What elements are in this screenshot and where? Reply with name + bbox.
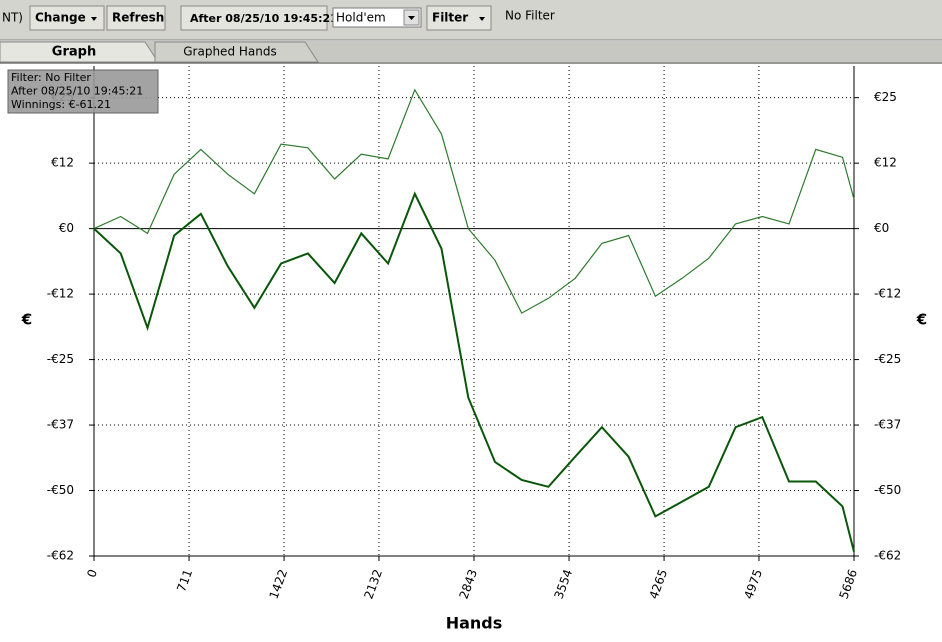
y2-tick-label: -€12 [874, 287, 901, 301]
tab-label[interactable]: Graphed Hands [183, 45, 276, 59]
x-tick-label: 0 [84, 567, 100, 579]
y-tick-label: €0 [59, 221, 74, 235]
partial-label: NT) [2, 11, 23, 25]
dropdown-arrow [91, 17, 97, 21]
series-line [93, 88, 855, 314]
tab-active[interactable] [0, 41, 159, 63]
x-tick-label: 5686 [837, 567, 861, 600]
y-tick-label: -€12 [47, 287, 74, 301]
info-line: After 08/25/10 19:45:21 [11, 85, 143, 98]
x-tick-label: 2843 [457, 567, 481, 600]
x-axis-label: Hands [446, 614, 503, 633]
refresh-label[interactable]: Refresh [112, 11, 164, 25]
y-tick-label: €12 [51, 156, 74, 170]
change-label[interactable]: Change [35, 11, 86, 25]
info-line: Filter: No Filter [11, 71, 91, 84]
game-label[interactable]: Hold'em [336, 11, 386, 25]
filter-status: No Filter [505, 9, 555, 23]
game-select[interactable] [332, 7, 422, 28]
tab[interactable] [154, 41, 319, 63]
info-line: Winnings: €-61.21 [11, 98, 111, 111]
refresh-button[interactable] [106, 5, 166, 31]
x-tick-label: 711 [174, 567, 195, 593]
y2-tick-label: €12 [874, 156, 897, 170]
info-box [7, 69, 159, 114]
date-button[interactable] [180, 5, 328, 31]
x-tick-label: 4265 [647, 567, 671, 600]
dropdown-arrow [479, 17, 485, 21]
y2-tick-label: €0 [874, 221, 889, 235]
y-tick-label: -€62 [47, 549, 74, 563]
x-tick-label: 3554 [552, 567, 576, 600]
select-arrow [408, 16, 415, 20]
filter-label[interactable]: Filter [432, 11, 468, 25]
y2-tick-label: -€25 [874, 352, 901, 366]
x-tick-label: 1422 [267, 567, 291, 600]
y2-tick-label: €25 [874, 90, 897, 104]
x-tick-label: 2132 [361, 567, 385, 600]
date-label[interactable]: After 08/25/10 19:45:21 [190, 12, 338, 25]
y-tick-label: -€25 [47, 352, 74, 366]
x-tick-label: 4975 [741, 567, 765, 600]
y-axis-label: € [21, 311, 32, 329]
y-axis-label: € [916, 311, 927, 329]
series-line [93, 191, 855, 553]
y-tick-label: -€37 [47, 418, 74, 432]
y2-tick-label: -€62 [874, 549, 901, 563]
y2-tick-label: -€50 [874, 483, 901, 497]
y-tick-label: -€50 [47, 483, 74, 497]
y2-tick-label: -€37 [874, 418, 901, 432]
tab-label[interactable]: Graph [52, 45, 96, 60]
change-button[interactable] [29, 5, 105, 31]
